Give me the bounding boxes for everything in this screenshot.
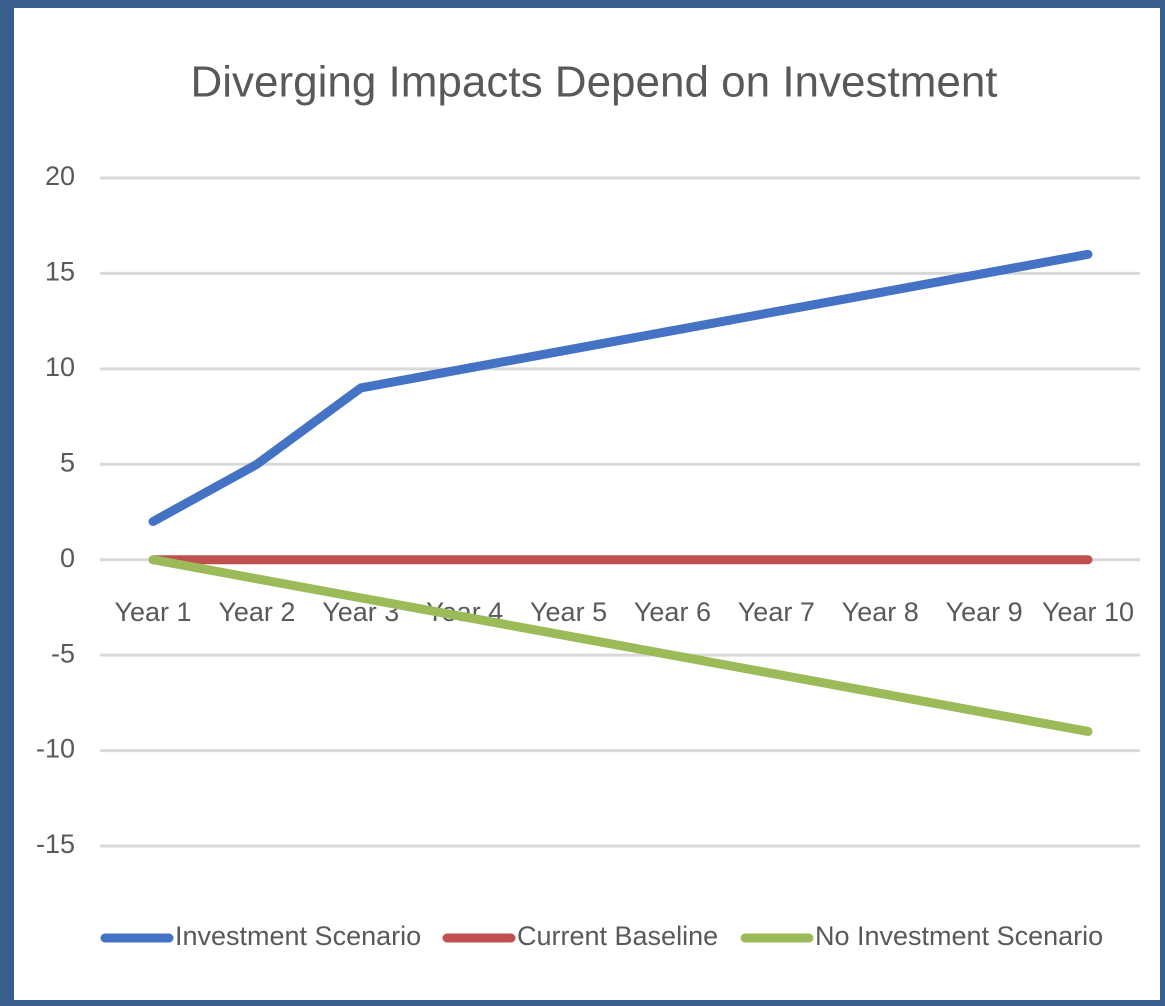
y-tick-label: 15 [45, 257, 75, 287]
y-tick-label: 0 [60, 543, 75, 573]
legend-label: Current Baseline [517, 921, 718, 951]
legend-label: No Investment Scenario [815, 921, 1103, 951]
x-tick-label: Year 9 [946, 597, 1023, 627]
series-line [153, 254, 1088, 521]
y-tick-label: 10 [45, 352, 75, 382]
x-tick-label: Year 8 [842, 597, 919, 627]
x-tick-label: Year 6 [634, 597, 711, 627]
x-tick-label: Year 10 [1042, 597, 1134, 627]
chart-title: Diverging Impacts Depend on Investment [190, 58, 997, 107]
y-tick-label: -15 [36, 829, 75, 859]
y-tick-label: 5 [60, 447, 75, 477]
legend-label: Investment Scenario [175, 921, 421, 951]
page: {"chart_data": {"type": "line", "title":… [0, 0, 1165, 1006]
chart: Diverging Impacts Depend on Investment -… [0, 0, 1165, 1006]
y-tick-label: -10 [36, 734, 75, 764]
x-tick-label: Year 7 [738, 597, 815, 627]
y-tick-label: -5 [51, 638, 75, 668]
x-tick-label: Year 1 [114, 597, 191, 627]
series-line [153, 560, 1088, 732]
y-tick-label: 20 [45, 161, 75, 191]
x-tick-label: Year 2 [218, 597, 295, 627]
x-tick-label: Year 5 [530, 597, 607, 627]
